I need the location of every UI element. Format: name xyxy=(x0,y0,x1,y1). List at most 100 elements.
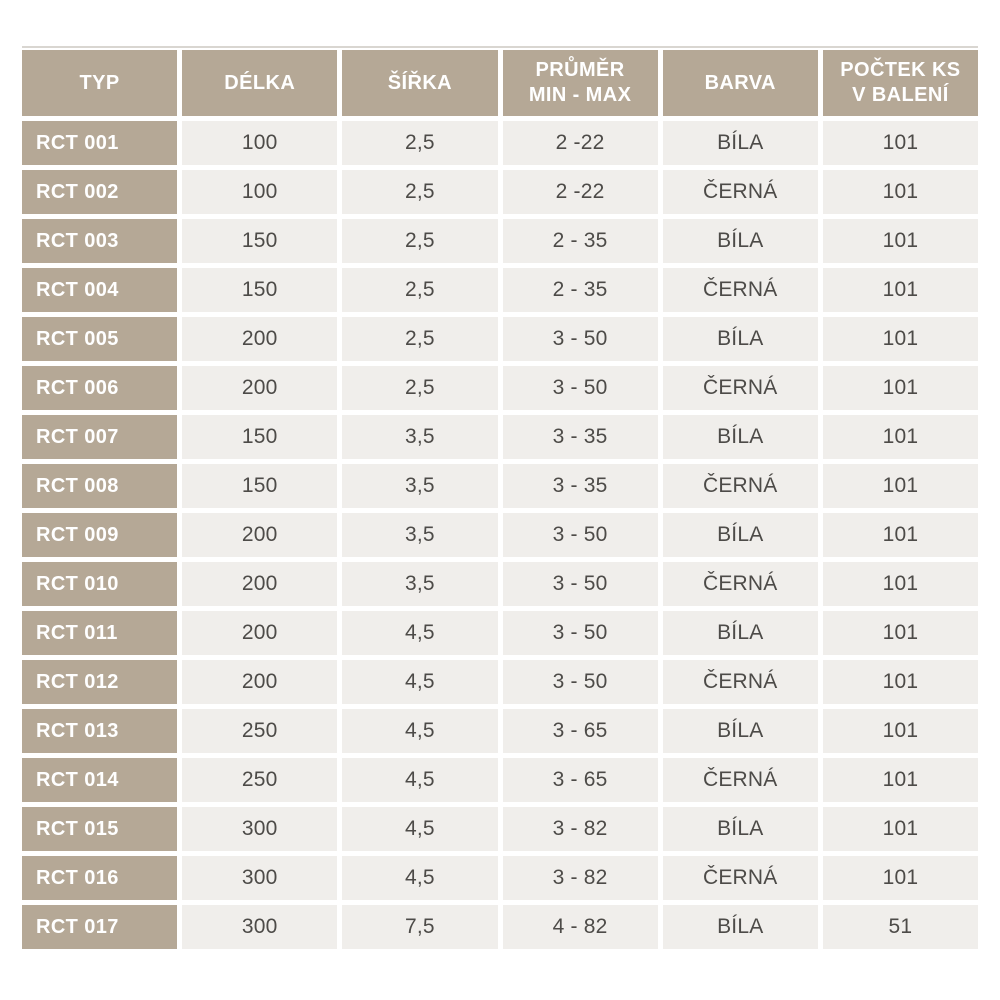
table-cell-pocet-ks-v-baleni: 101 xyxy=(822,660,978,704)
row-header: RCT 017 xyxy=(22,905,178,949)
table-cell-prumer-min-max: 3 - 50 xyxy=(502,660,658,704)
column-header-barva: BARVA xyxy=(662,50,818,116)
table-cell-barva: BÍLA xyxy=(662,415,818,459)
table-cell-sirka: 4,5 xyxy=(342,709,498,753)
table-cell-sirka: 2,5 xyxy=(342,121,498,165)
table-cell-delka: 200 xyxy=(182,660,338,704)
row-header: RCT 016 xyxy=(22,856,178,900)
table-cell-pocet-ks-v-baleni: 101 xyxy=(822,415,978,459)
table-cell-barva: ČERNÁ xyxy=(662,856,818,900)
table-cell-barva: ČERNÁ xyxy=(662,170,818,214)
table-cell-pocet-ks-v-baleni: 101 xyxy=(822,366,978,410)
table-cell-sirka: 2,5 xyxy=(342,366,498,410)
table-cell-prumer-min-max: 3 - 50 xyxy=(502,562,658,606)
table-cell-barva: BÍLA xyxy=(662,219,818,263)
table-cell-barva: ČERNÁ xyxy=(662,758,818,802)
table-cell-sirka: 2,5 xyxy=(342,219,498,263)
row-header: RCT 015 xyxy=(22,807,178,851)
table-cell-pocet-ks-v-baleni: 101 xyxy=(822,317,978,361)
table-cell-prumer-min-max: 2 -22 xyxy=(502,170,658,214)
table-cell-sirka: 3,5 xyxy=(342,464,498,508)
table-cell-barva: BÍLA xyxy=(662,611,818,655)
row-header: RCT 004 xyxy=(22,268,178,312)
table-cell-prumer-min-max: 3 - 65 xyxy=(502,758,658,802)
row-header: RCT 006 xyxy=(22,366,178,410)
table-cell-sirka: 4,5 xyxy=(342,758,498,802)
table-cell-sirka: 3,5 xyxy=(342,513,498,557)
table-cell-barva: ČERNÁ xyxy=(662,268,818,312)
table-cell-delka: 150 xyxy=(182,464,338,508)
product-table-wrapper: TYP DÉLKA ŠÍŘKA PRŮMĚR MIN - MAX BARVA POČTEK… xyxy=(22,50,978,949)
table-cell-delka: 200 xyxy=(182,513,338,557)
table-cell-delka: 200 xyxy=(182,317,338,361)
table-cell-pocet-ks-v-baleni: 101 xyxy=(822,268,978,312)
table-cell-sirka: 4,5 xyxy=(342,856,498,900)
table-cell-barva: ČERNÁ xyxy=(662,464,818,508)
table-cell-prumer-min-max: 3 - 50 xyxy=(502,366,658,410)
table-cell-pocet-ks-v-baleni: 101 xyxy=(822,611,978,655)
table-cell-prumer-min-max: 2 - 35 xyxy=(502,219,658,263)
row-header: RCT 011 xyxy=(22,611,178,655)
column-header-pocet-ks-v-baleni: POČTEK KS V BALENÍ xyxy=(822,50,978,116)
table-cell-barva: ČERNÁ xyxy=(662,562,818,606)
table-cell-delka: 150 xyxy=(182,268,338,312)
table-cell-prumer-min-max: 3 - 50 xyxy=(502,513,658,557)
table-cell-delka: 200 xyxy=(182,562,338,606)
row-header: RCT 010 xyxy=(22,562,178,606)
column-header-prumer-min-max: PRŮMĚR MIN - MAX xyxy=(502,50,658,116)
column-header-delka: DÉLKA xyxy=(182,50,338,116)
table-cell-pocet-ks-v-baleni: 101 xyxy=(822,758,978,802)
table-cell-pocet-ks-v-baleni: 101 xyxy=(822,219,978,263)
column-header-sirka: ŠÍŘKA xyxy=(342,50,498,116)
table-cell-sirka: 3,5 xyxy=(342,415,498,459)
table-cell-prumer-min-max: 3 - 50 xyxy=(502,317,658,361)
row-header: RCT 008 xyxy=(22,464,178,508)
table-cell-delka: 300 xyxy=(182,905,338,949)
table-cell-barva: ČERNÁ xyxy=(662,366,818,410)
table-cell-sirka: 4,5 xyxy=(342,660,498,704)
table-cell-pocet-ks-v-baleni: 51 xyxy=(822,905,978,949)
table-cell-prumer-min-max: 3 - 50 xyxy=(502,611,658,655)
table-cell-barva: BÍLA xyxy=(662,807,818,851)
table-cell-sirka: 4,5 xyxy=(342,807,498,851)
row-header: RCT 003 xyxy=(22,219,178,263)
table-cell-pocet-ks-v-baleni: 101 xyxy=(822,709,978,753)
table-cell-delka: 100 xyxy=(182,170,338,214)
row-header: RCT 009 xyxy=(22,513,178,557)
table-cell-prumer-min-max: 3 - 35 xyxy=(502,415,658,459)
table-cell-delka: 250 xyxy=(182,758,338,802)
table-cell-prumer-min-max: 4 - 82 xyxy=(502,905,658,949)
table-cell-prumer-min-max: 3 - 82 xyxy=(502,807,658,851)
table-cell-barva: ČERNÁ xyxy=(662,660,818,704)
table-cell-barva: BÍLA xyxy=(662,905,818,949)
table-cell-pocet-ks-v-baleni: 101 xyxy=(822,513,978,557)
row-header: RCT 012 xyxy=(22,660,178,704)
table-cell-delka: 200 xyxy=(182,611,338,655)
table-cell-pocet-ks-v-baleni: 101 xyxy=(822,856,978,900)
table-cell-sirka: 2,5 xyxy=(342,268,498,312)
table-cell-delka: 300 xyxy=(182,807,338,851)
row-header: RCT 013 xyxy=(22,709,178,753)
table-cell-sirka: 3,5 xyxy=(342,562,498,606)
table-cell-prumer-min-max: 3 - 82 xyxy=(502,856,658,900)
row-header: RCT 001 xyxy=(22,121,178,165)
table-cell-delka: 150 xyxy=(182,219,338,263)
table-cell-pocet-ks-v-baleni: 101 xyxy=(822,121,978,165)
table-cell-barva: BÍLA xyxy=(662,317,818,361)
table-cell-prumer-min-max: 3 - 65 xyxy=(502,709,658,753)
table-cell-pocet-ks-v-baleni: 101 xyxy=(822,807,978,851)
table-cell-sirka: 2,5 xyxy=(342,317,498,361)
table-cell-barva: BÍLA xyxy=(662,709,818,753)
table-cell-pocet-ks-v-baleni: 101 xyxy=(822,464,978,508)
table-cell-delka: 150 xyxy=(182,415,338,459)
table-cell-prumer-min-max: 3 - 35 xyxy=(502,464,658,508)
table-cell-sirka: 2,5 xyxy=(342,170,498,214)
column-header-typ: TYP xyxy=(22,50,178,116)
table-cell-delka: 250 xyxy=(182,709,338,753)
table-cell-prumer-min-max: 2 -22 xyxy=(502,121,658,165)
table-cell-delka: 100 xyxy=(182,121,338,165)
row-header: RCT 005 xyxy=(22,317,178,361)
table-cell-barva: BÍLA xyxy=(662,121,818,165)
row-header: RCT 014 xyxy=(22,758,178,802)
